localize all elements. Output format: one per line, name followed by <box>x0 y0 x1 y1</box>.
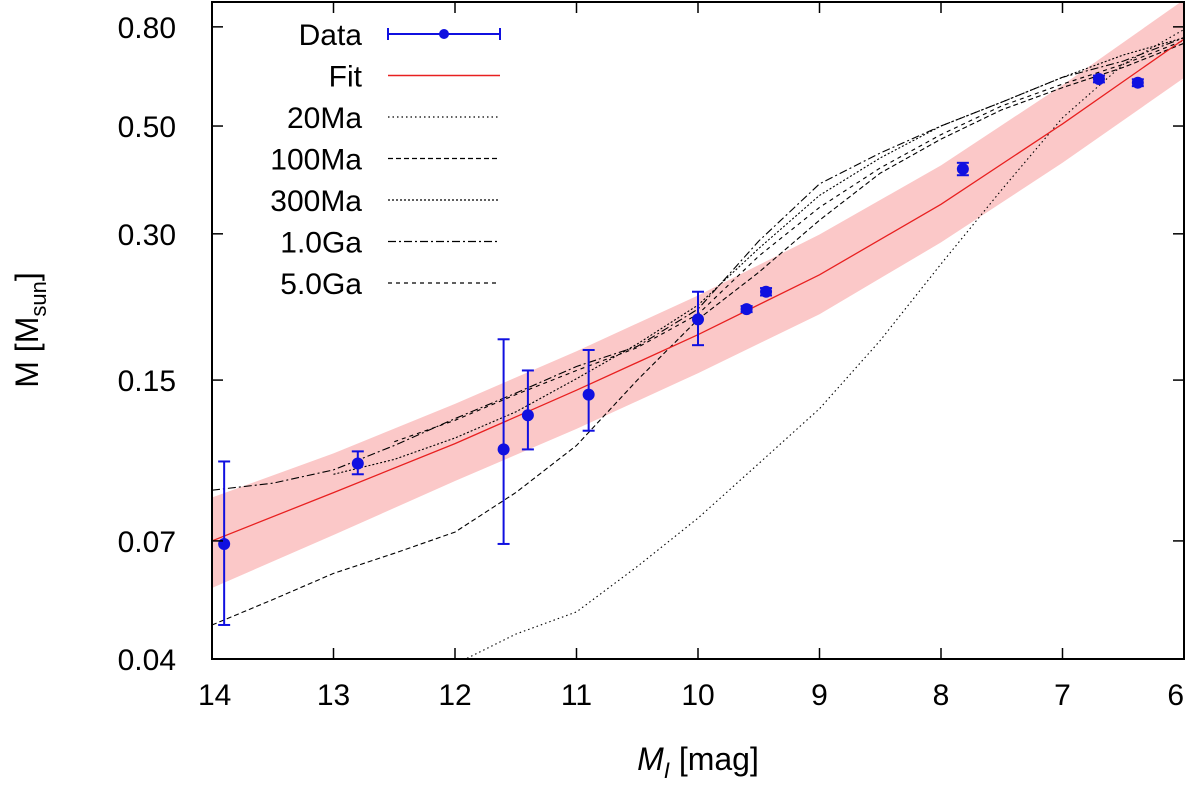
y-tick-label: 0.50 <box>118 111 176 144</box>
isochrone-curve-300ma <box>333 37 1184 475</box>
data-point-marker <box>760 285 773 298</box>
legend-swatch-data-marker <box>439 29 449 39</box>
isochrone-curve-1.0ga <box>212 37 1184 491</box>
fit-confidence-band <box>212 2 1184 588</box>
data-point-7 <box>740 303 753 316</box>
legend-item-300ma: 300Ma <box>270 185 500 218</box>
x-axis-subscript: I <box>664 758 670 783</box>
x-tick-label: 7 <box>1054 679 1071 712</box>
data-point-marker <box>351 457 364 470</box>
x-tick-label: 11 <box>561 679 592 712</box>
legend-label: 300Ma <box>270 185 362 218</box>
x-tick-label: 6 <box>1167 679 1184 712</box>
y-axis-subscript: sun <box>26 281 51 316</box>
x-axis-unit-text: [mag] <box>679 741 759 777</box>
data-point-marker <box>1092 72 1105 85</box>
data-point-5 <box>582 348 595 432</box>
fit-confidence-band-layer <box>212 2 1184 588</box>
y-tick-label: 0.07 <box>118 526 176 559</box>
data-points-layer <box>218 72 1144 626</box>
data-point-marker <box>692 313 704 326</box>
y-axis-label: M [Msun] <box>9 272 51 387</box>
y-tick-label: 0.30 <box>118 219 176 252</box>
y-tick-label: 0.80 <box>118 12 176 45</box>
legend-label: 1.0Ga <box>280 227 362 260</box>
data-point-6 <box>692 290 704 347</box>
data-point-4 <box>521 369 534 451</box>
legend-label: Data <box>299 19 363 52</box>
x-tick-label: 10 <box>681 679 714 712</box>
data-point-marker <box>521 409 534 422</box>
x-tick-label: 12 <box>438 679 471 712</box>
plot-frame-layer: 14 13 12 11 10 9 8 7 6 0.04 0.07 0.15 0.30 0.50 0.80 <box>118 1 1185 712</box>
data-point-marker <box>956 162 969 175</box>
x-tick-label: 8 <box>933 679 950 712</box>
legend-item-1.0ga: 1.0Ga <box>280 227 500 260</box>
y-tick-label: 0.15 <box>118 365 176 398</box>
isochrone-curve-20ma <box>464 29 1184 659</box>
legend-label: 5.0Ga <box>280 268 362 301</box>
data-point-10 <box>1092 72 1105 85</box>
data-point-8 <box>760 285 773 298</box>
data-point-11 <box>1131 76 1144 89</box>
legend-item-fit: Fit <box>329 61 500 94</box>
data-point-marker <box>497 443 510 456</box>
legend: Data Fit 20Ma 100Ma 300Ma 1.0Ga 5.0Ga <box>270 19 501 301</box>
legend-item-5.0ga: 5.0Ga <box>280 268 500 301</box>
y-axis-label-close: ] <box>9 272 45 281</box>
data-point-marker <box>1131 76 1144 89</box>
data-point-9 <box>956 161 969 177</box>
x-axis-symbol: M <box>637 741 664 777</box>
y-axis-label-text: M [M <box>9 317 45 388</box>
data-point-marker <box>740 303 753 316</box>
data-point-2 <box>351 450 364 476</box>
legend-label: Fit <box>329 61 363 94</box>
x-tick-label: 9 <box>811 679 828 712</box>
x-tick-label: 13 <box>317 679 350 712</box>
data-point-marker <box>218 537 231 550</box>
legend-label: 20Ma <box>287 102 362 135</box>
legend-item-data: Data <box>299 19 501 52</box>
x-tick-label: 14 <box>198 679 231 712</box>
x-axis-unit <box>670 741 679 777</box>
legend-item-20ma: 20Ma <box>287 102 500 135</box>
data-point-1 <box>218 460 231 626</box>
legend-item-100ma: 100Ma <box>270 144 500 177</box>
y-tick-label: 0.04 <box>118 644 176 677</box>
data-point-marker <box>582 388 595 401</box>
data-point-3 <box>497 338 510 545</box>
isochrone-curve-5.0ga <box>394 39 1184 443</box>
legend-label: 100Ma <box>270 144 362 177</box>
x-axis-label: MI [mag] <box>637 741 759 783</box>
